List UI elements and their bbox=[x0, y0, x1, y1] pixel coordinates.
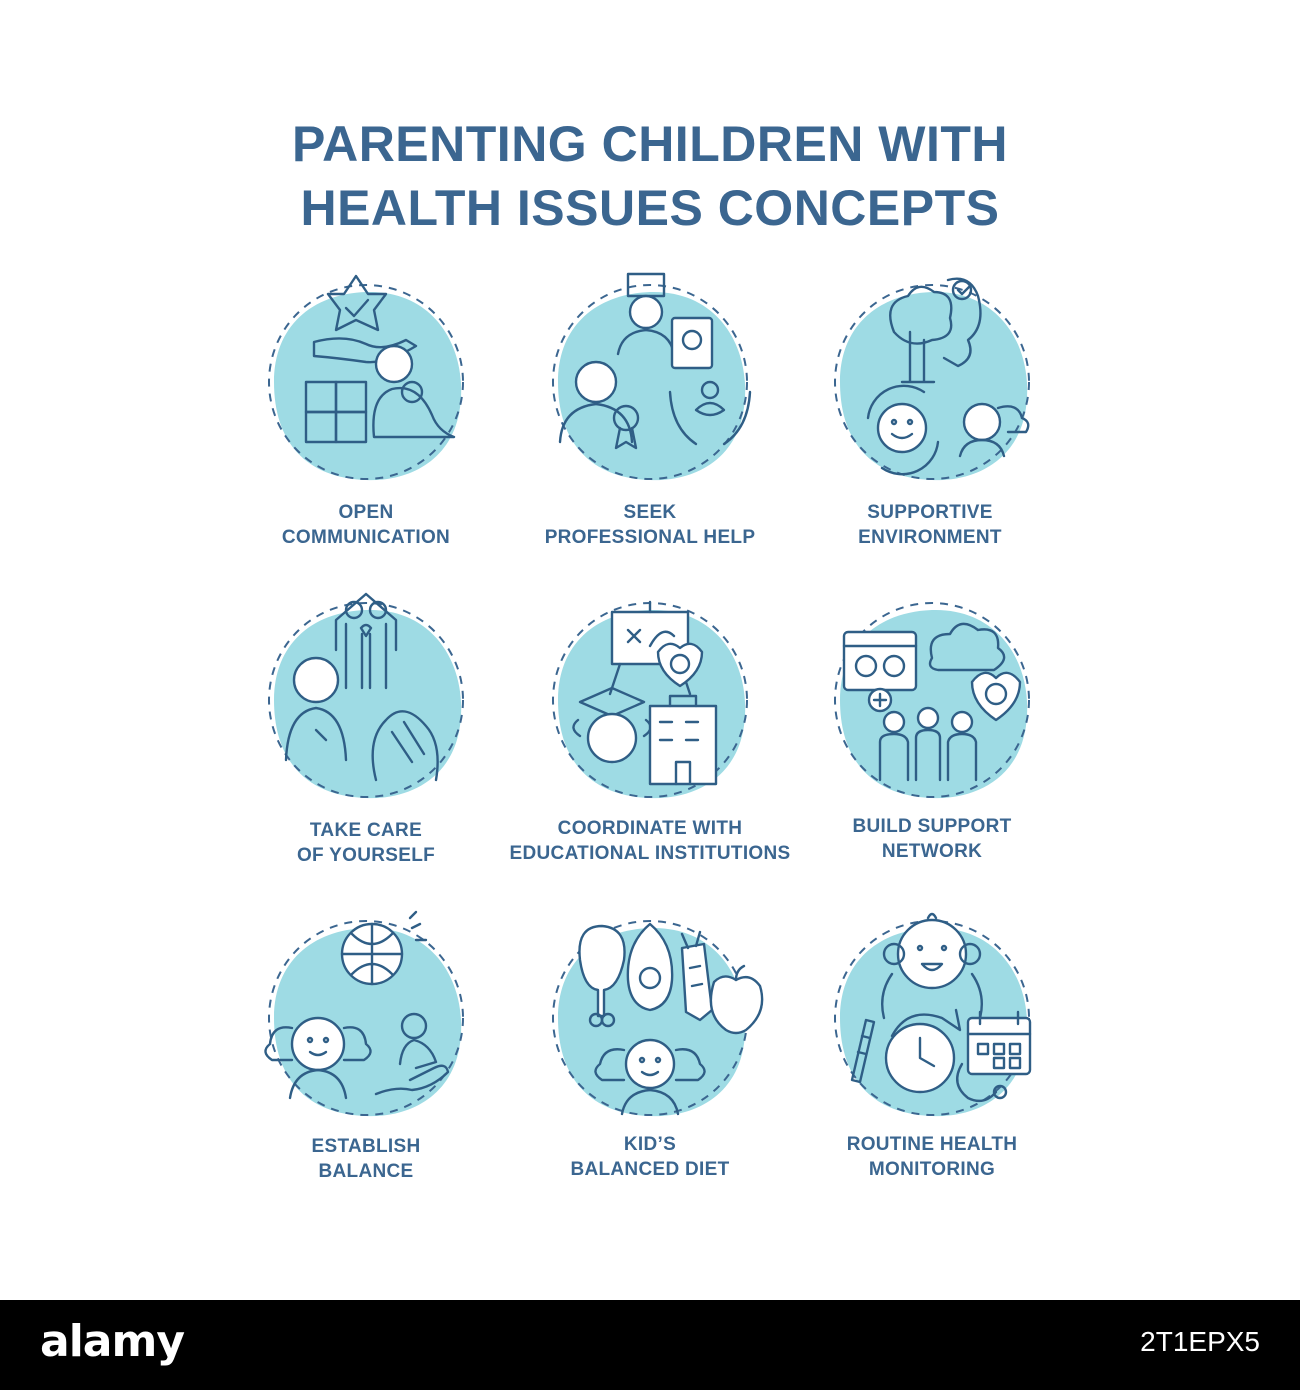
globe-child-icon bbox=[264, 910, 464, 1117]
concept-build-support-network bbox=[782, 550, 1082, 850]
image-id: 2T1EPX5 bbox=[1140, 1326, 1260, 1357]
concept-seek-professional-help bbox=[500, 232, 800, 532]
concept-establish-balance bbox=[216, 868, 516, 1168]
concept-routine-health-monitoring bbox=[782, 868, 1082, 1168]
concept-label-take-care-of-yourself: TAKE CARE OF YOURSELF bbox=[296, 820, 436, 866]
concept-label-seek-professional-help: SEEK PROFESSIONAL HELP bbox=[544, 502, 756, 548]
self-care-icon bbox=[268, 592, 464, 799]
title-line-1: PARENTING CHILDREN WITH bbox=[291, 116, 1009, 172]
healthy-food-icon bbox=[552, 920, 764, 1117]
school-board-icon bbox=[552, 600, 748, 799]
page-title: PARENTING CHILDREN WITH HEALTH ISSUES CO… bbox=[0, 112, 1300, 240]
concept-grid: OPEN COMMUNICATION SEEK PROFESSIONAL HEL… bbox=[216, 232, 1082, 1182]
concept-label-open-communication: OPEN COMMUNICATION bbox=[281, 502, 451, 548]
concept-coordinate-educational bbox=[500, 550, 800, 850]
watermark-footer: alamy 2T1EPX5 bbox=[0, 1300, 1300, 1390]
concept-supportive-environment bbox=[782, 232, 1082, 532]
concept-label-build-support-network: BUILD SUPPORT NETWORK bbox=[852, 816, 1012, 862]
concept-take-care-of-yourself bbox=[216, 550, 516, 850]
concept-label-establish-balance: ESTABLISH BALANCE bbox=[311, 1136, 421, 1182]
concept-open-communication bbox=[216, 232, 516, 532]
concept-kids-balanced-diet bbox=[500, 868, 800, 1168]
title-line-2: HEALTH ISSUES CONCEPTS bbox=[300, 180, 1000, 236]
nature-child-icon bbox=[834, 277, 1030, 481]
concept-label-supportive-environment: SUPPORTIVE ENVIRONMENT bbox=[858, 502, 1002, 548]
concept-label-routine-health-monitoring: ROUTINE HEALTH MONITORING bbox=[846, 1134, 1018, 1180]
support-group-icon bbox=[834, 602, 1030, 799]
doctor-care-icon bbox=[552, 272, 752, 481]
hands-star-people-icon bbox=[268, 274, 464, 481]
concept-label-coordinate-educational: COORDINATE WITH EDUCATIONAL INSTITUTIONS bbox=[509, 818, 791, 864]
baby-schedule-icon bbox=[834, 912, 1032, 1117]
alamy-logo: alamy bbox=[40, 1316, 185, 1367]
concept-label-kids-balanced-diet: KID’S BALANCED DIET bbox=[570, 1134, 730, 1180]
